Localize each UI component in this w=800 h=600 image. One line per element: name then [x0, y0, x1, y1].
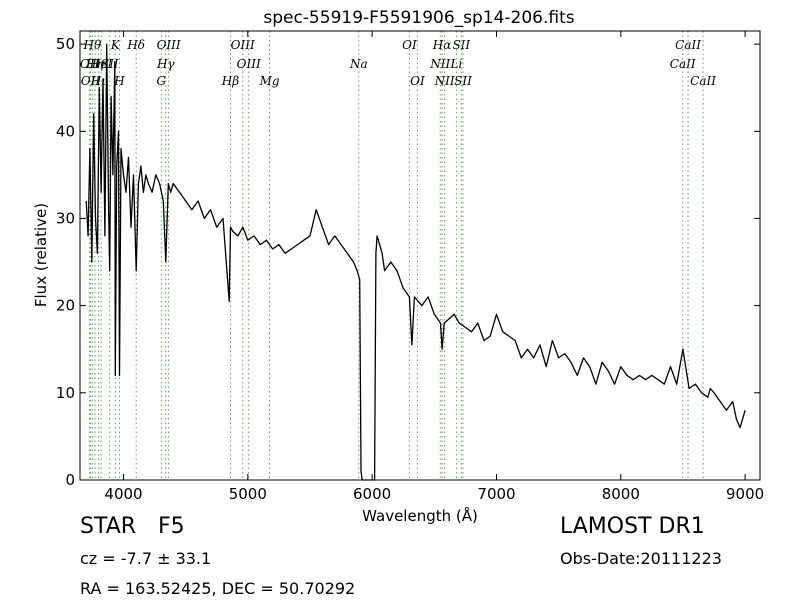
marker-label: Hθ: [83, 38, 102, 52]
redshift-text: cz = -7.7 ± 33.1: [80, 549, 212, 568]
marker-label: Hι: [90, 74, 106, 88]
marker-label: G: [157, 74, 167, 88]
x-tick-label: 6000: [353, 485, 391, 503]
marker-label: Hη: [85, 57, 104, 71]
x-axis-label: Wavelength (Å): [362, 506, 478, 525]
marker-label: CaII: [670, 57, 696, 71]
y-tick-label: 40: [56, 122, 75, 140]
marker-label: OI: [410, 74, 425, 88]
marker-label: Hδ: [126, 38, 145, 52]
y-axis-label: Flux (relative): [32, 203, 50, 307]
marker-label: K: [110, 38, 121, 52]
plot-frame: [79, 30, 761, 481]
marker-label: H: [113, 74, 125, 88]
marker-label: CaII: [675, 38, 701, 52]
y-tick-label: 30: [56, 209, 75, 227]
spectrum-line: [85, 43, 746, 481]
y-axis: 0 10 20 30 40 50: [56, 35, 760, 489]
marker-label: Hβ: [221, 74, 239, 88]
y-tick-label: 0: [65, 471, 75, 489]
marker-label: SII: [454, 74, 472, 88]
line-markers: OIIOIIHθHηHιHeISIIKHHδGHγOIIIHβOIIIOIIIM…: [80, 31, 716, 480]
x-axis: 4000 5000 6000 7000 8000 9000: [104, 31, 764, 503]
marker-label: NII: [434, 74, 455, 88]
marker-label: SII: [101, 57, 119, 71]
y-tick-label: 20: [56, 297, 75, 315]
marker-label: OIII: [231, 38, 255, 52]
marker-label: Hα: [432, 38, 452, 52]
x-tick-label: 7000: [477, 485, 515, 503]
x-tick-label: 8000: [602, 485, 640, 503]
marker-label: OIII: [237, 57, 261, 71]
y-tick-label: 50: [56, 35, 75, 53]
chart-title: spec-55919-F5591906_sp14-206.fits: [263, 8, 574, 28]
marker-label: Hγ: [156, 57, 175, 71]
y-tick-label: 10: [56, 384, 75, 402]
x-tick-label: 5000: [229, 485, 267, 503]
marker-label: Na: [349, 57, 368, 71]
marker-label: CaII: [690, 74, 716, 88]
marker-label: OIII: [157, 38, 181, 52]
marker-label: Mg: [259, 74, 280, 88]
marker-label: OI: [402, 38, 417, 52]
object-subclass: F5: [158, 514, 185, 539]
x-tick-label: 9000: [726, 485, 764, 503]
obs-date: Obs-Date:20111223: [560, 549, 722, 568]
coordinates: RA = 163.52425, DEC = 50.70292: [80, 579, 356, 598]
marker-label: NII: [429, 57, 450, 71]
marker-label: Li: [449, 57, 462, 71]
x-tick-label: 4000: [104, 485, 142, 503]
object-class: STAR: [80, 514, 137, 539]
survey-name: LAMOST DR1: [560, 514, 705, 539]
marker-label: SII: [452, 38, 470, 52]
